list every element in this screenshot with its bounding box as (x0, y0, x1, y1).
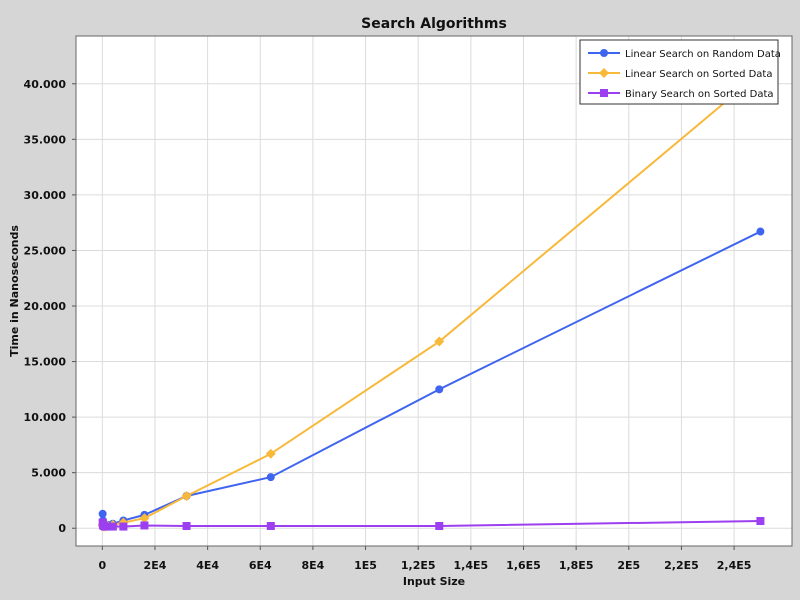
data-point (266, 473, 275, 482)
y-tick-label: 0 (58, 522, 66, 535)
y-tick-label: 25.000 (24, 244, 67, 257)
data-point (103, 522, 112, 531)
legend: Linear Search on Random Data Linear Searc… (579, 39, 781, 105)
x-tick-label: 1,6E5 (506, 559, 541, 572)
plot-border (75, 35, 793, 547)
data-point (140, 521, 149, 530)
data-point (435, 522, 444, 530)
legend-item: Binary Search on Sorted Data (588, 89, 774, 100)
data-point (266, 522, 275, 530)
x-tick-label: 1,4E5 (454, 559, 489, 572)
x-tick-label: 6E4 (249, 559, 272, 572)
x-tick-label: 0 (98, 559, 106, 572)
data-point (182, 522, 191, 530)
data-point (119, 522, 128, 531)
y-tick-label: 30.000 (24, 189, 67, 202)
series (97, 67, 766, 532)
y-tick-label: 40.000 (24, 78, 67, 91)
y-axis-label: Time in Nanoseconds (8, 225, 21, 357)
y-tick-label: 5.000 (31, 467, 66, 480)
data-point (139, 513, 150, 524)
data-point (435, 385, 444, 394)
y-tick-label: 35.000 (24, 133, 67, 146)
legend-item: Linear Search on Random Data (588, 49, 781, 60)
x-tick-label: 8E4 (301, 559, 324, 572)
x-tick-label: 2,4E5 (717, 559, 752, 572)
y-tick-label: 20.000 (24, 300, 67, 313)
x-tick-label: 2,2E5 (664, 559, 699, 572)
legend-label: Linear Search on Sorted Data (625, 69, 772, 80)
legend-item: Linear Search on Sorted Data (588, 68, 772, 80)
data-point (756, 227, 765, 236)
legend-marker (600, 49, 608, 57)
data-point (98, 509, 107, 518)
data-point (181, 491, 192, 501)
x-tick-label: 1E5 (354, 559, 377, 572)
x-tick-label: 1,8E5 (559, 559, 594, 572)
x-tick-label: 1,2E5 (401, 559, 436, 572)
x-tick-label: 2E5 (617, 559, 640, 572)
legend-marker (599, 68, 609, 78)
legend-label: Binary Search on Sorted Data (625, 89, 774, 100)
axes: 0 2E4 4E4 6E4 8E4 1E5 1,2E5 1,4E5 1,6E5 1,8E5 2E5 2… (24, 35, 793, 572)
series-3 (98, 517, 765, 531)
data-point (108, 522, 117, 531)
x-tick-label: 4E4 (196, 559, 219, 572)
legend-marker (600, 89, 608, 97)
legend-label: Linear Search on Random Data (625, 49, 781, 60)
chart-title: Search Algorithms (361, 16, 507, 32)
x-tick-label: 2E4 (144, 559, 167, 572)
data-point (265, 448, 276, 459)
y-tick-label: 10.000 (24, 411, 67, 424)
x-axis-label: Input Size (403, 575, 465, 588)
data-point (434, 336, 445, 347)
plot-area (75, 35, 793, 547)
y-tick-label: 15.000 (24, 356, 67, 369)
data-point (756, 517, 765, 525)
